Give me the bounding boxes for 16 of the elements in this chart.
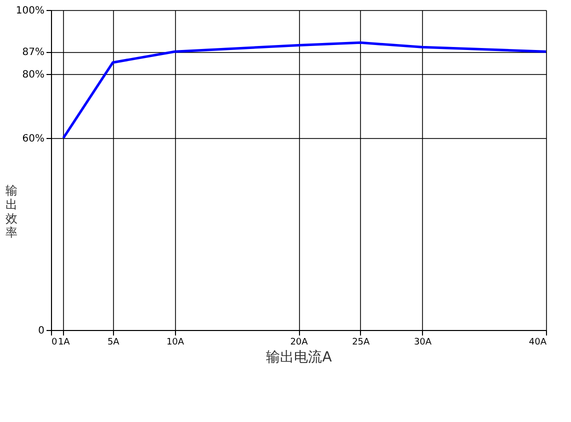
y-axis-title: 输出效率: [6, 184, 18, 240]
x-tick-label: 5A: [107, 338, 120, 348]
x-tick-label: 20A: [290, 338, 309, 348]
x-tick-label: 0: [52, 338, 58, 348]
x-tick-label: 10A: [166, 338, 185, 348]
x-tick-label: 40A: [528, 338, 548, 348]
x-tick-label: 30A: [414, 338, 432, 348]
x-tick-label: 25A: [352, 338, 371, 348]
x-tick-label: 1A: [58, 338, 71, 348]
y-tick-label: 60%: [22, 134, 44, 144]
line-series: [62, 41, 548, 140]
y-tick-label: 0: [38, 326, 44, 336]
y-tick-label: 87%: [22, 47, 44, 58]
x-axis-title: 输出电流A: [266, 350, 332, 366]
y-tick-label: 80%: [22, 70, 44, 80]
y-tick-label: 100%: [16, 6, 44, 16]
